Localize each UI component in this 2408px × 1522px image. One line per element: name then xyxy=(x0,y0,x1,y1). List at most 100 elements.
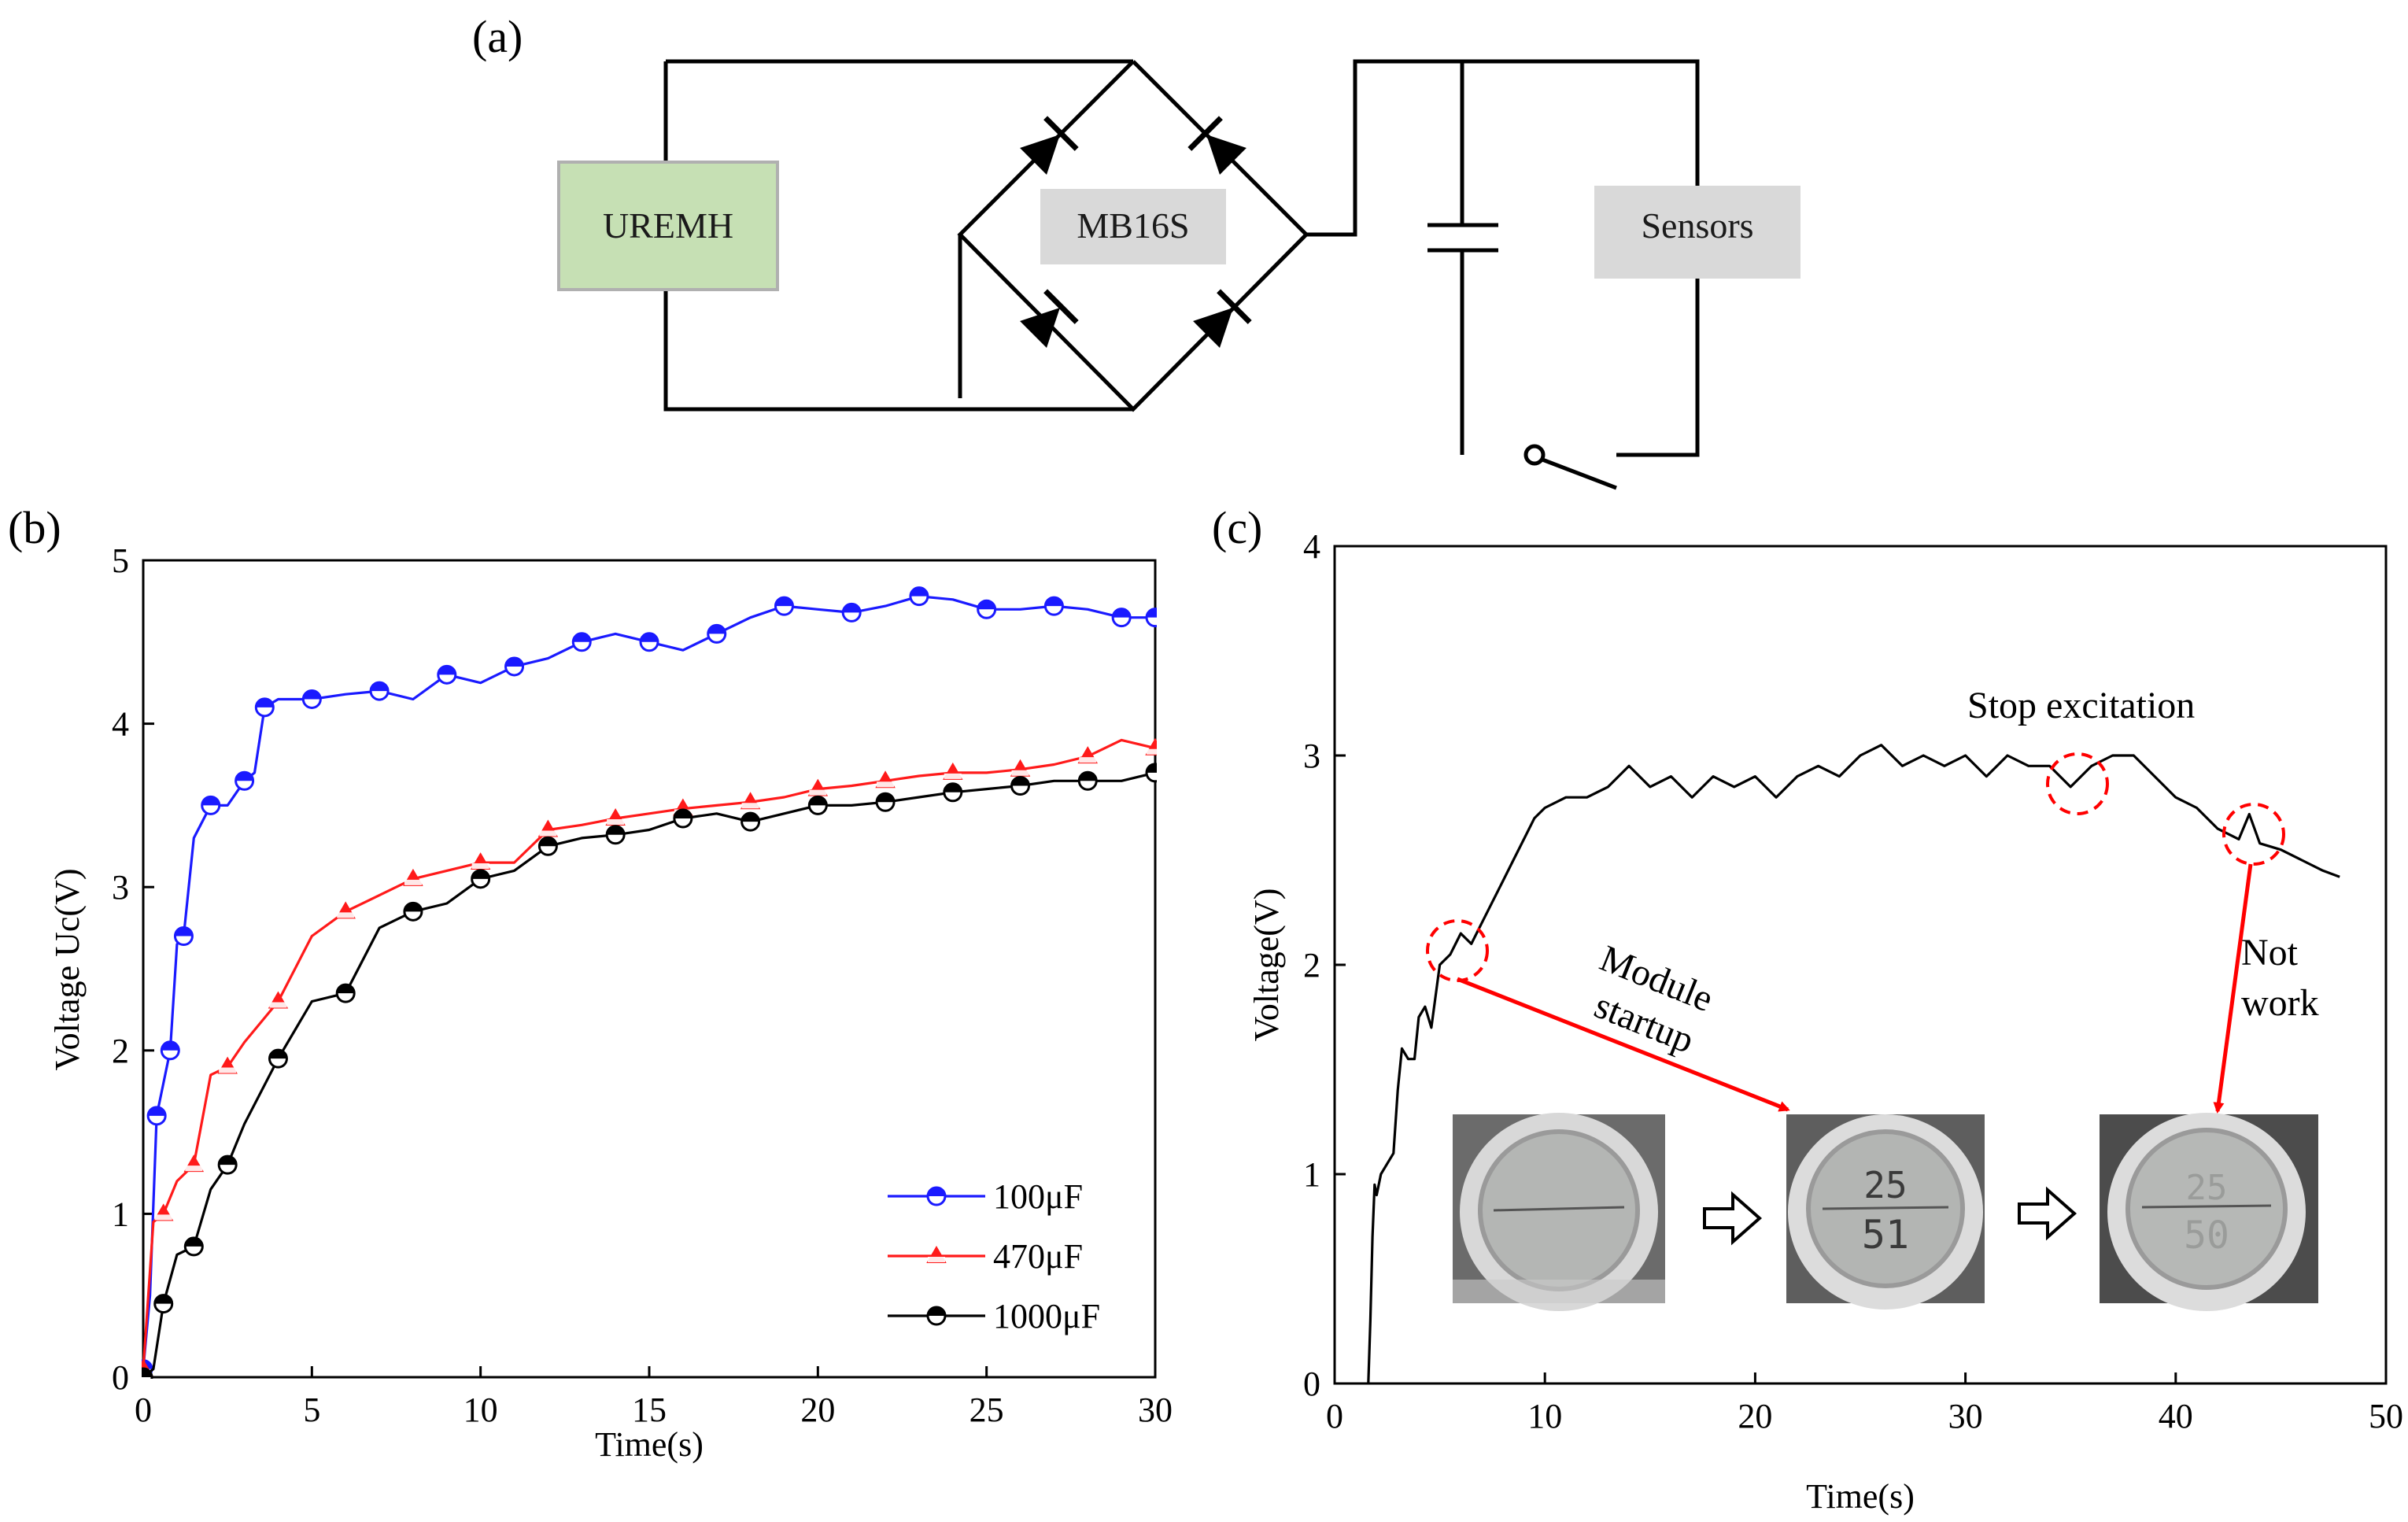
panel-b-data-point xyxy=(437,664,457,685)
panel-b-data-point xyxy=(1111,608,1132,628)
panel-c-axes: 0 10 20 30 40 50 0 1 2 3 4 xyxy=(1303,527,2403,1435)
panel-b-data-point xyxy=(268,1048,288,1069)
panel-b-data-point xyxy=(605,825,626,845)
panel-b-legend: 100μF 470μF 1000μF xyxy=(888,1177,1100,1335)
panel-b-data-point xyxy=(740,811,761,832)
panel-c-x-tick-label: 20 xyxy=(1738,1397,1772,1435)
uremh-label: UREMH xyxy=(603,205,733,246)
panel-b-y-tick-label: 5 xyxy=(112,541,129,580)
panel-b-data-point xyxy=(807,778,829,796)
panel-b-data-point xyxy=(470,852,491,870)
mb16s-box: MB16S xyxy=(1040,189,1226,264)
panel-b-x-tick-label: 0 xyxy=(135,1391,152,1429)
panel-a-label: (a) xyxy=(472,11,523,62)
panel-b-y-tick-label: 2 xyxy=(112,1032,129,1070)
photo2-bottom-reading: 51 xyxy=(1862,1212,1909,1258)
panel-b-data-point xyxy=(1077,746,1099,764)
startup-highlight-circle xyxy=(1426,919,1489,982)
panel-b-y-axis-title: Voltage Uc(V) xyxy=(48,869,87,1071)
panel-c-x-tick-label: 50 xyxy=(2369,1397,2403,1435)
panel-b-data-point xyxy=(605,808,626,826)
panel-c-y-axis-title: Voltage(V) xyxy=(1247,888,1286,1042)
startup-arrow xyxy=(1457,977,1790,1112)
inset-photo-1 xyxy=(1453,1113,1665,1311)
legend-label: 470μF xyxy=(993,1237,1083,1276)
panel-b-data-point xyxy=(807,795,828,815)
switch-symbol xyxy=(1523,444,1617,490)
panel-b-data-point xyxy=(943,762,963,780)
legend-marker xyxy=(926,1186,947,1206)
legend-marker xyxy=(926,1246,947,1263)
panel-c-series-line-0 xyxy=(1367,744,2340,1384)
panel-b-data-point xyxy=(217,1154,238,1175)
panel-b-data-point xyxy=(1145,763,1157,783)
panel-b-data-point xyxy=(183,1236,204,1257)
notwork-arrow xyxy=(2213,863,2253,1114)
panel-b-data-point xyxy=(1010,759,1031,777)
panel-b-data-point xyxy=(142,1367,153,1379)
panel-b-data-point xyxy=(774,596,794,616)
panel-b-data-point xyxy=(639,632,659,652)
panel-b-data-point xyxy=(841,602,862,622)
panel-b-data-point xyxy=(1010,775,1031,796)
panel-c-y-tick-label: 1 xyxy=(1303,1155,1320,1194)
panel-b-data-point xyxy=(504,656,525,677)
panel-b-data-point xyxy=(335,983,356,1003)
notwork-highlight-circle xyxy=(2222,803,2285,866)
legend-label: 1000μF xyxy=(993,1297,1100,1335)
panel-b-data-point xyxy=(217,1056,238,1074)
panel-a-circuit: (a) xyxy=(472,11,1800,490)
hollow-arrow-2 xyxy=(2018,1186,2077,1241)
panel-b-data-point xyxy=(875,792,896,812)
not-work-line2: work xyxy=(2241,982,2319,1024)
panel-c-x-tick-label: 30 xyxy=(1948,1397,1983,1435)
panel-b-label: (b) xyxy=(8,502,61,553)
panel-b-data-point xyxy=(173,925,194,946)
mb16s-label: MB16S xyxy=(1077,205,1189,246)
panel-c-y-tick-label: 2 xyxy=(1303,946,1320,984)
panel-b-data-point xyxy=(1145,737,1157,755)
panel-b-x-tick-label: 5 xyxy=(303,1391,320,1429)
panel-b-data-point xyxy=(943,782,963,803)
panel-b-y-tick-label: 1 xyxy=(112,1195,129,1233)
panel-b-data-point xyxy=(153,1294,174,1314)
photo3-top-reading: 25 xyxy=(2186,1168,2228,1208)
panel-c-x-tick-label: 40 xyxy=(2159,1397,2193,1435)
panel-b-data-point xyxy=(537,836,558,856)
panel-b-x-tick-label: 30 xyxy=(1138,1391,1173,1429)
panel-b-data-point xyxy=(254,697,275,718)
panel-c-x-tick-label: 0 xyxy=(1326,1397,1343,1435)
sensors-box: Sensors xyxy=(1594,186,1800,279)
panel-b-x-tick-label: 15 xyxy=(632,1391,667,1429)
legend-label: 100μF xyxy=(993,1177,1083,1216)
panel-b-data-point xyxy=(160,1040,180,1061)
panel-b-data-point xyxy=(153,1203,174,1221)
panel-c-y-tick-label: 3 xyxy=(1303,737,1320,775)
panel-b-data-point xyxy=(537,819,559,837)
panel-b-series-line-2 xyxy=(142,771,1156,1379)
panel-b-data-point xyxy=(471,869,491,889)
panel-b-data-point xyxy=(235,770,255,791)
module-startup-label: Module startup xyxy=(1589,937,1719,1062)
panel-b-x-tick-label: 20 xyxy=(800,1391,835,1429)
panel-b-x-axis-title: Time(s) xyxy=(595,1425,704,1464)
panel-b-data-point xyxy=(1043,596,1064,616)
panel-b-axes: 0 5 10 15 20 25 30 0 1 2 3 4 5 xyxy=(112,541,1173,1429)
panel-c-series xyxy=(1367,744,2340,1384)
panel-b-data-point xyxy=(1077,770,1098,791)
panel-b-data-point xyxy=(146,1106,167,1126)
panel-c-x-tick-label: 10 xyxy=(1527,1397,1562,1435)
panel-b-data-point xyxy=(875,770,896,789)
photo2-top-reading: 25 xyxy=(1863,1164,1907,1206)
stop-highlight-circle xyxy=(2046,752,2109,815)
panel-b-y-tick-label: 4 xyxy=(112,705,129,744)
stop-excitation-label: Stop excitation xyxy=(1967,685,2195,726)
inset-photo-3: 25 50 xyxy=(2100,1113,2318,1311)
panel-c-highlights xyxy=(1426,752,2285,982)
sensors-label: Sensors xyxy=(1641,205,1753,246)
panel-b-data-point xyxy=(403,868,423,886)
inset-photo-2: 25 51 xyxy=(1786,1114,1985,1310)
panel-b-data-point xyxy=(403,901,423,922)
panel-b-data-point xyxy=(1145,608,1157,628)
